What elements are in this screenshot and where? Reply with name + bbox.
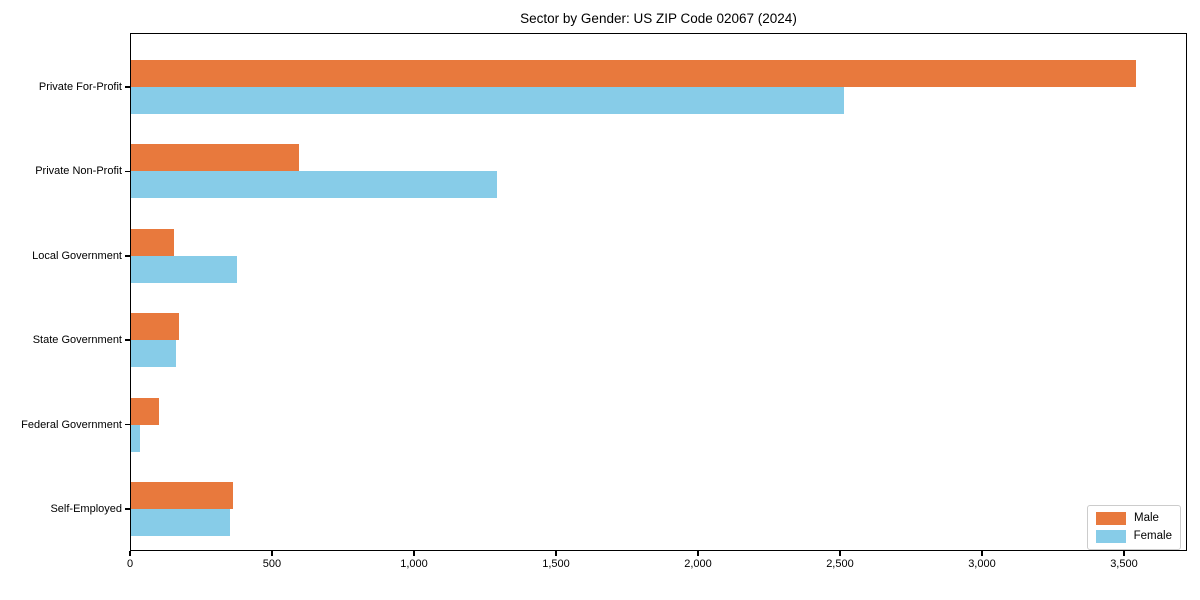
male-legend-swatch <box>1096 512 1126 525</box>
x-tick-mark <box>129 551 131 556</box>
y-tick-mark <box>125 170 130 173</box>
bar-female-3 <box>131 340 177 368</box>
x-tick-label: 3,000 <box>968 558 996 570</box>
y-tick-label: Federal Government <box>21 418 122 431</box>
y-tick-mark <box>125 423 130 426</box>
legend: Male Female <box>1087 505 1181 550</box>
bar-female-0 <box>131 87 844 114</box>
legend-label-female: Female <box>1133 530 1172 542</box>
y-tick-label: Private Non-Profit <box>35 165 122 178</box>
bar-female-4 <box>131 424 140 452</box>
bar-male-5 <box>131 482 234 509</box>
y-tick-label: Self-Employed <box>50 503 122 515</box>
bar-female-5 <box>131 509 231 536</box>
x-tick-mark <box>271 551 273 556</box>
legend-item-female: Female <box>1096 530 1172 543</box>
y-tick-mark <box>125 339 130 341</box>
bar-male-1 <box>131 144 299 172</box>
bar-female-1 <box>131 171 498 199</box>
x-tick-mark <box>555 551 557 556</box>
x-tick-mark <box>839 551 841 556</box>
legend-item-male: Male <box>1096 512 1172 525</box>
x-tick-label: 2,000 <box>684 558 712 570</box>
x-tick-mark <box>981 551 983 556</box>
bar-male-3 <box>131 313 180 341</box>
y-tick-mark <box>125 508 130 510</box>
x-tick-label: 1,500 <box>542 558 570 570</box>
bar-male-0 <box>131 60 1137 87</box>
y-tick-label: State Government <box>32 334 122 347</box>
bar-male-2 <box>131 228 174 256</box>
x-tick-label: 1,000 <box>400 558 428 570</box>
x-tick-label: 2,500 <box>826 558 854 570</box>
bar-female-2 <box>131 255 238 283</box>
bar-male-4 <box>131 397 160 425</box>
legend-label-male: Male <box>1134 512 1159 524</box>
y-tick-mark <box>125 86 130 88</box>
female-legend-swatch <box>1096 530 1126 543</box>
x-tick-label: 0 <box>126 558 134 570</box>
x-tick-label: 500 <box>262 558 282 570</box>
x-tick-mark <box>697 551 699 556</box>
y-tick-label: Local Government <box>32 249 122 262</box>
x-tick-mark <box>413 551 415 556</box>
x-tick-label: 3,500 <box>1110 558 1138 570</box>
chart-title: Sector by Gender: US ZIP Code 02067 (202… <box>520 11 797 26</box>
plot-area <box>130 33 1187 551</box>
x-tick-mark <box>1123 551 1125 556</box>
y-tick-mark <box>125 255 130 257</box>
y-tick-label: Private For-Profit <box>38 81 122 93</box>
